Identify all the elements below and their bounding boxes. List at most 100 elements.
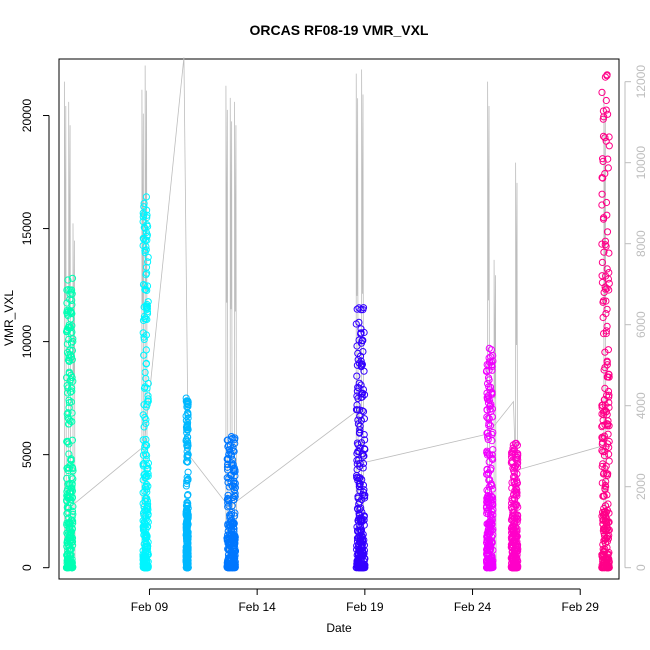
data-point-RF10 [184,550,192,558]
y-axis-left: 0 5000 10000 15000 20000 [20,99,50,571]
data-point-RF08 [65,415,73,423]
data-point-RF15 [604,430,612,438]
data-point-RF08 [68,409,76,417]
data-point-RF09 [143,305,151,313]
data-point-RF14 [509,441,517,449]
data-point-RF12 [353,560,361,568]
data-point-RF15 [599,115,607,123]
data-point-RF09 [144,258,152,266]
data-point-RF14 [513,514,522,522]
data-point-RF15 [602,96,610,105]
data-point-RF15 [599,564,607,572]
y-tick-label: 10000 [20,325,34,359]
data-point-RF15 [604,563,612,571]
data-point-RF09 [143,236,151,244]
data-point-RF09 [144,500,152,508]
data-point-RF12 [358,544,367,552]
data-point-RF15 [601,348,609,356]
data-point-RF10 [182,543,191,551]
data-point-RF09 [144,379,152,388]
x-tick-label: Feb 24 [454,600,492,614]
data-point-RF10 [184,397,192,406]
data-point-RF09 [142,455,150,463]
data-point-RF08 [67,353,76,361]
data-point-RF09 [140,315,149,323]
data-point-RF11 [230,532,238,541]
data-point-RF10 [183,498,191,507]
data-point-RF12 [360,391,369,399]
data-point-RF10 [184,560,192,568]
data-point-RF09 [143,300,151,309]
data-point-RF12 [355,379,363,387]
data-point-RF13 [486,476,494,484]
data-point-RF09 [140,552,148,561]
data-point-RF11 [223,463,232,471]
data-point-RF14 [508,543,517,551]
data-point-RF14 [513,460,521,468]
data-point-RF14 [509,539,517,547]
data-point-RF09 [142,331,150,339]
data-point-RF12 [356,474,364,482]
data-point-RF08 [63,328,71,336]
data-point-RF09 [140,199,148,207]
data-point-RF15 [598,190,606,198]
data-point-RF11 [230,538,238,546]
data-point-RF15 [602,483,610,491]
data-point-RF11 [224,499,232,507]
series-RF09 [139,193,152,572]
secondary-line-spike-8 [355,73,359,568]
data-point-RF08 [64,276,72,284]
data-point-RF10 [183,539,191,547]
data-point-RF08 [63,563,72,571]
data-point-RF09 [143,269,151,277]
data-point-RF13 [485,415,493,423]
data-point-RF08 [66,346,74,354]
data-point-RF12 [357,330,365,338]
data-point-RF11 [224,527,232,535]
data-point-RF08 [66,377,74,385]
series-RF11 [223,433,239,572]
series-RF14 [507,439,522,572]
y2-tick-label: 6000 [634,311,648,338]
data-point-RF09 [142,440,150,448]
secondary-line-trend [65,57,602,512]
data-point-RF14 [508,512,517,521]
data-point-RF09 [141,483,149,491]
data-point-RF09 [142,450,150,458]
data-point-RF12 [355,384,363,392]
data-point-RF15 [599,540,607,549]
data-point-RF10 [184,410,192,418]
data-point-RF12 [353,460,361,468]
data-point-RF15 [603,357,611,365]
data-point-RF15 [602,470,610,478]
data-point-RF15 [603,562,611,570]
data-point-RF13 [487,346,495,354]
data-point-RF15 [605,526,613,534]
data-point-RF15 [603,228,612,236]
data-point-RF14 [513,537,521,546]
data-point-RF15 [598,88,606,97]
data-point-RF08 [64,286,72,294]
data-point-RF13 [483,564,491,572]
data-point-RF09 [143,452,151,460]
data-point-RF12 [359,450,367,458]
data-point-RF09 [141,282,149,290]
data-point-RF11 [230,496,238,504]
data-point-RF12 [358,407,366,415]
data-point-RF12 [358,389,367,397]
data-point-RF15 [599,174,607,182]
data-point-RF09 [141,545,149,554]
data-point-RF11 [231,434,239,442]
y-tick-label: 15000 [20,212,34,246]
data-point-RF09 [142,193,150,201]
data-point-RF15 [599,460,607,468]
data-point-RF15 [598,438,607,446]
data-point-RF09 [143,384,151,392]
data-point-RF12 [357,549,365,557]
data-point-RF15 [603,471,612,479]
data-point-RF15 [602,106,610,114]
data-point-RF08 [68,436,77,444]
data-point-RF08 [64,547,72,555]
data-point-RF12 [354,383,362,391]
data-point-RF08 [63,437,72,445]
